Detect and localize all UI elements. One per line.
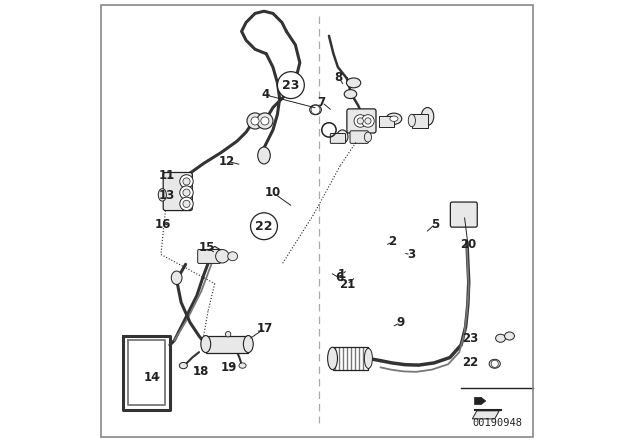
- Text: 15: 15: [198, 241, 215, 254]
- Text: 22: 22: [462, 356, 478, 370]
- Circle shape: [257, 113, 273, 129]
- Text: 21: 21: [339, 278, 355, 291]
- Circle shape: [357, 118, 364, 124]
- Text: 11: 11: [159, 169, 175, 182]
- Text: 23: 23: [282, 78, 300, 92]
- Text: 6: 6: [335, 271, 344, 284]
- Text: 13: 13: [159, 189, 175, 202]
- Text: 16: 16: [155, 217, 171, 231]
- Ellipse shape: [243, 336, 253, 353]
- FancyBboxPatch shape: [198, 250, 221, 263]
- Circle shape: [491, 360, 499, 367]
- Ellipse shape: [390, 116, 398, 121]
- Ellipse shape: [489, 359, 500, 368]
- Ellipse shape: [495, 334, 506, 342]
- FancyBboxPatch shape: [350, 131, 369, 143]
- Bar: [206, 336, 248, 353]
- Text: 17: 17: [257, 322, 273, 335]
- Text: 7: 7: [317, 95, 326, 109]
- Ellipse shape: [346, 78, 361, 88]
- Bar: [412, 114, 428, 128]
- Ellipse shape: [225, 332, 231, 337]
- Circle shape: [216, 250, 229, 263]
- Ellipse shape: [364, 132, 371, 142]
- Circle shape: [365, 118, 371, 124]
- Ellipse shape: [328, 347, 337, 370]
- Text: 4: 4: [262, 88, 270, 102]
- Polygon shape: [472, 411, 499, 419]
- Ellipse shape: [337, 130, 348, 143]
- Ellipse shape: [179, 362, 188, 369]
- Bar: [333, 347, 369, 370]
- Ellipse shape: [344, 90, 356, 99]
- Ellipse shape: [201, 336, 211, 353]
- Ellipse shape: [504, 332, 515, 340]
- FancyBboxPatch shape: [347, 109, 376, 133]
- Ellipse shape: [421, 108, 434, 125]
- Ellipse shape: [386, 113, 402, 125]
- Ellipse shape: [408, 114, 415, 127]
- Ellipse shape: [172, 271, 182, 284]
- Text: 19: 19: [220, 361, 237, 374]
- Text: 22: 22: [255, 220, 273, 233]
- Circle shape: [278, 72, 305, 99]
- Ellipse shape: [310, 105, 321, 115]
- Text: 3: 3: [407, 248, 415, 261]
- FancyBboxPatch shape: [330, 134, 346, 143]
- Polygon shape: [475, 397, 486, 405]
- Circle shape: [183, 200, 190, 207]
- Text: 12: 12: [219, 155, 236, 168]
- Circle shape: [251, 117, 259, 125]
- Circle shape: [251, 213, 278, 240]
- Circle shape: [180, 197, 193, 211]
- Text: 1: 1: [338, 268, 346, 281]
- Ellipse shape: [364, 349, 372, 369]
- Text: 00190948: 00190948: [472, 418, 522, 428]
- Ellipse shape: [239, 363, 246, 368]
- Circle shape: [180, 175, 193, 188]
- Ellipse shape: [228, 252, 237, 261]
- Bar: [379, 116, 394, 127]
- Polygon shape: [208, 246, 221, 263]
- Text: 14: 14: [144, 370, 160, 384]
- Ellipse shape: [158, 189, 166, 201]
- Circle shape: [261, 117, 269, 125]
- Text: 10: 10: [265, 186, 281, 199]
- Circle shape: [362, 115, 374, 127]
- Circle shape: [311, 105, 320, 114]
- Text: 2: 2: [388, 235, 397, 249]
- Circle shape: [180, 186, 193, 199]
- Text: 20: 20: [460, 237, 476, 251]
- Text: 5: 5: [431, 217, 439, 231]
- Text: 23: 23: [462, 332, 478, 345]
- Text: 9: 9: [397, 316, 404, 329]
- Circle shape: [354, 115, 367, 127]
- FancyBboxPatch shape: [163, 172, 192, 211]
- Circle shape: [247, 113, 263, 129]
- Ellipse shape: [258, 147, 270, 164]
- Text: 18: 18: [193, 365, 209, 379]
- Circle shape: [183, 189, 190, 196]
- FancyBboxPatch shape: [451, 202, 477, 227]
- Circle shape: [183, 178, 190, 185]
- Text: 8: 8: [335, 71, 343, 84]
